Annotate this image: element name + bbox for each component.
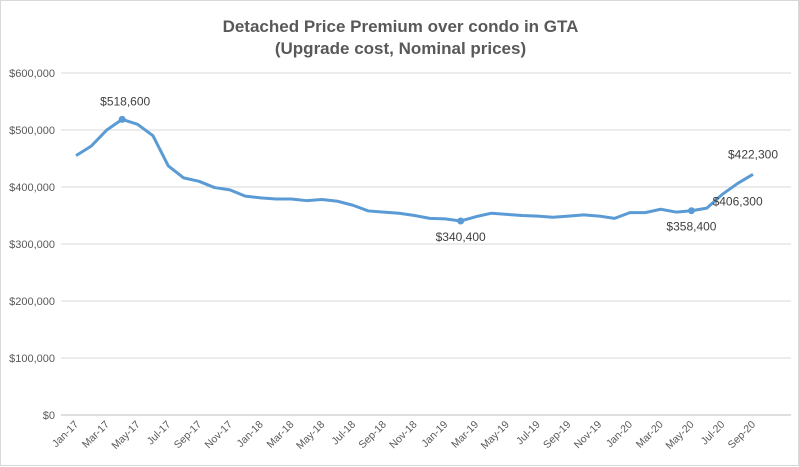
x-tick-label: Jan-17 xyxy=(50,419,81,450)
x-tick-label: Jan-20 xyxy=(604,419,635,450)
x-tick-label: Mar-20 xyxy=(634,419,666,451)
x-tick-label: Jul-17 xyxy=(145,419,174,448)
x-tick-label: Jul-18 xyxy=(329,419,358,448)
x-tick-label: Sep-18 xyxy=(356,419,389,452)
x-tick-label: Jul-19 xyxy=(514,419,543,448)
y-tick-label: $400,000 xyxy=(9,182,55,194)
data-line xyxy=(75,117,754,223)
x-tick-label: May-19 xyxy=(479,419,512,452)
x-tick-label: Mar-18 xyxy=(265,419,297,451)
x-tick-label: May-17 xyxy=(109,419,142,452)
x-tick-label: Mar-19 xyxy=(449,419,481,451)
x-tick-label: Nov-17 xyxy=(203,419,236,452)
data-label: $422,300 xyxy=(728,147,778,161)
x-tick-label: Jan-19 xyxy=(419,419,450,450)
chart-subtitle: (Upgrade cost, Nominal prices) xyxy=(274,39,527,58)
x-tick-label: May-18 xyxy=(294,419,327,452)
data-label: $406,300 xyxy=(713,194,763,208)
y-tick-label: $200,000 xyxy=(9,296,55,308)
data-label: $518,600 xyxy=(100,94,150,108)
x-tick-label: Sep-20 xyxy=(726,419,759,452)
data-label: $340,400 xyxy=(436,230,486,244)
data-point xyxy=(118,115,126,123)
y-tick-label: $500,000 xyxy=(9,125,55,137)
x-tick-label: Nov-19 xyxy=(572,419,605,452)
y-tick-label: $0 xyxy=(43,410,55,422)
data-label: $358,400 xyxy=(666,220,716,234)
x-tick-label: Nov-18 xyxy=(387,419,420,452)
data-point xyxy=(687,207,695,215)
x-tick-label: Jan-18 xyxy=(235,419,266,450)
x-tick-label: Sep-19 xyxy=(541,419,574,452)
x-tick-label: Jul-20 xyxy=(699,419,728,448)
chart-title: Detached Price Premium over condo in GTA xyxy=(222,17,579,36)
data-point xyxy=(457,217,465,225)
x-tick-label: May-20 xyxy=(663,419,696,452)
x-tick-label: Mar-17 xyxy=(80,419,112,451)
y-tick-label: $100,000 xyxy=(9,353,55,365)
y-tick-label: $600,000 xyxy=(9,68,55,80)
x-tick-label: Sep-17 xyxy=(172,419,205,452)
y-tick-label: $300,000 xyxy=(9,239,55,251)
